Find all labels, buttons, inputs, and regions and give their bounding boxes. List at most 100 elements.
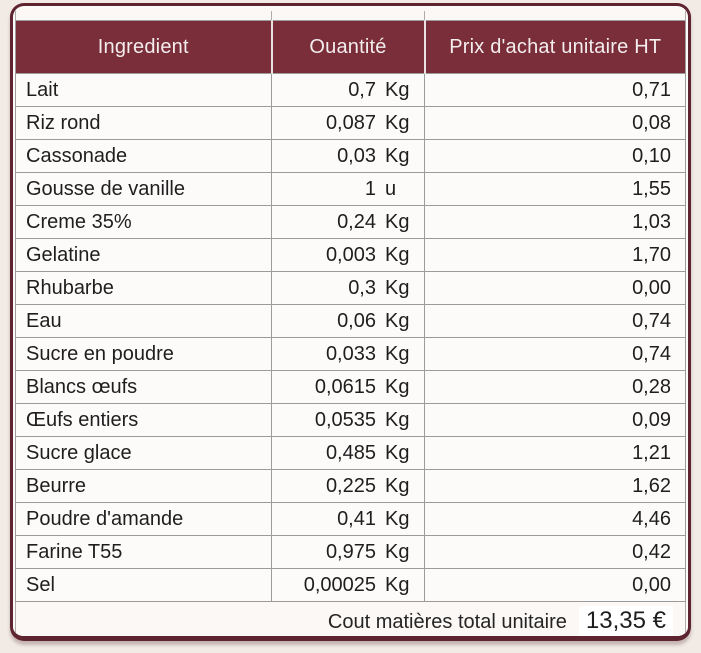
spacer-cell (271, 11, 425, 21)
price-cell: 0,00 (424, 271, 686, 305)
quantity-unit: Kg (385, 408, 410, 431)
quantity-wrap: 1 u (272, 178, 424, 201)
quantity-unit: Kg (385, 210, 410, 233)
ingredient-row: Eau 0,06 Kg 0,74 (15, 304, 686, 338)
quantity-cell: 0,975 Kg (271, 535, 425, 569)
price-cell: 0,00 (424, 568, 686, 602)
ingredient-cell: Poudre d'amande (15, 502, 272, 536)
quantity-cell: 0,24 Kg (271, 205, 425, 239)
recipe-cost-card: Ingredient Ouantité Prix d'achat unitair… (10, 3, 691, 641)
quantity-wrap: 0,003 Kg (272, 244, 424, 267)
quantity-wrap: 0,06 Kg (272, 310, 424, 333)
ingredient-row: Sucre glace 0,485 Kg 1,21 (15, 436, 686, 470)
quantity-unit: Kg (385, 144, 410, 167)
quantity-cell: 0,41 Kg (271, 502, 425, 536)
price-cell: 1,21 (424, 436, 686, 470)
quantity-cell: 0,3 Kg (271, 271, 425, 305)
quantity-value: 0,06 (337, 309, 376, 332)
quantity-value: 0,485 (325, 441, 376, 464)
quantity-value: 0,00025 (303, 573, 376, 596)
quantity-cell: 0,03 Kg (271, 139, 425, 173)
ingredient-row: Lait 0,7 Kg 0,71 (15, 73, 686, 107)
quantity-unit: Kg (385, 276, 410, 299)
spacer-cell (424, 11, 686, 21)
ingredient-row: Gousse de vanille 1 u 1,55 (15, 172, 686, 206)
ingredient-row: Farine T55 0,975 Kg 0,42 (15, 535, 686, 569)
ingredient-row: Sucre en poudre 0,033 Kg 0,74 (15, 337, 686, 371)
quantity-value: 0,033 (325, 342, 376, 365)
ingredient-cell: Riz rond (15, 106, 272, 140)
quantity-unit: Kg (385, 342, 410, 365)
ingredient-row: Cassonade 0,03 Kg 0,10 (15, 139, 686, 173)
quantity-value: 1 (364, 177, 376, 200)
quantity-cell: 0,0535 Kg (271, 403, 425, 437)
ingredient-row: Riz rond 0,087 Kg 0,08 (15, 106, 686, 140)
ingredient-cell: Sel (15, 568, 272, 602)
ingredient-cell: Lait (15, 73, 272, 107)
quantity-unit: Kg (385, 243, 410, 266)
quantity-cell: 0,087 Kg (271, 106, 425, 140)
quantity-value: 0,087 (325, 111, 376, 134)
price-cell: 0,10 (424, 139, 686, 173)
ingredient-row: Beurre 0,225 Kg 1,62 (15, 469, 686, 503)
quantity-value: 0,975 (325, 540, 376, 563)
table-header-row: Ingredient Ouantité Prix d'achat unitair… (15, 20, 686, 74)
ingredient-cell: Rhubarbe (15, 271, 272, 305)
quantity-cell: 0,485 Kg (271, 436, 425, 470)
quantity-value: 0,41 (337, 507, 376, 530)
ingredient-cell: Œufs entiers (15, 403, 272, 437)
quantity-wrap: 0,087 Kg (272, 112, 424, 135)
quantity-cell: 0,7 Kg (271, 73, 425, 107)
quantity-cell: 0,003 Kg (271, 238, 425, 272)
price-cell: 0,42 (424, 535, 686, 569)
quantity-unit: Kg (385, 507, 410, 530)
price-cell: 1,55 (424, 172, 686, 206)
quantity-value: 0,003 (325, 243, 376, 266)
ingredient-cell: Creme 35% (15, 205, 272, 239)
column-header-ingredient: Ingredient (15, 20, 272, 74)
price-cell: 0,08 (424, 106, 686, 140)
quantity-wrap: 0,975 Kg (272, 541, 424, 564)
spacer-cell (15, 11, 272, 21)
quantity-cell: 0,0615 Kg (271, 370, 425, 404)
ingredients-table: Ingredient Ouantité Prix d'achat unitair… (15, 11, 686, 636)
quantity-unit: Kg (385, 441, 410, 464)
ingredient-cell: Eau (15, 304, 272, 338)
total-cell: Cout matières total unitaire 13,35 € (15, 601, 686, 636)
price-cell: 1,62 (424, 469, 686, 503)
table-body: Lait 0,7 Kg 0,71 Riz rond 0,087 Kg 0,08 … (15, 73, 686, 602)
price-cell: 0,71 (424, 73, 686, 107)
quantity-wrap: 0,0615 Kg (272, 376, 424, 399)
price-cell: 0,74 (424, 304, 686, 338)
quantity-unit: Kg (385, 309, 410, 332)
quantity-value: 0,0535 (314, 408, 376, 431)
ingredient-row: Creme 35% 0,24 Kg 1,03 (15, 205, 686, 239)
ingredient-row: Sel 0,00025 Kg 0,00 (15, 568, 686, 602)
quantity-wrap: 0,3 Kg (272, 277, 424, 300)
price-cell: 0,09 (424, 403, 686, 437)
quantity-value: 0,24 (337, 210, 376, 233)
ingredient-row: Rhubarbe 0,3 Kg 0,00 (15, 271, 686, 305)
total-label: Cout matières total unitaire (327, 610, 567, 633)
quantity-unit: Kg (385, 111, 410, 134)
ingredient-cell: Sucre en poudre (15, 337, 272, 371)
price-cell: 0,74 (424, 337, 686, 371)
price-cell: 4,46 (424, 502, 686, 536)
quantity-unit: Kg (385, 474, 410, 497)
quantity-wrap: 0,7 Kg (272, 79, 424, 102)
ingredient-row: Œufs entiers 0,0535 Kg 0,09 (15, 403, 686, 437)
quantity-unit: Kg (385, 375, 410, 398)
price-cell: 0,28 (424, 370, 686, 404)
ingredient-cell: Gousse de vanille (15, 172, 272, 206)
quantity-cell: 0,00025 Kg (271, 568, 425, 602)
quantity-value: 0,03 (337, 144, 376, 167)
quantity-wrap: 0,24 Kg (272, 211, 424, 234)
quantity-unit: Kg (385, 540, 410, 563)
quantity-wrap: 0,00025 Kg (272, 574, 424, 597)
quantity-unit: Kg (385, 78, 410, 101)
total-value: 13,35 € (578, 605, 673, 636)
quantity-wrap: 0,0535 Kg (272, 409, 424, 432)
quantity-wrap: 0,41 Kg (272, 508, 424, 531)
quantity-value: 0,3 (348, 276, 376, 299)
quantity-unit: u (385, 177, 397, 200)
